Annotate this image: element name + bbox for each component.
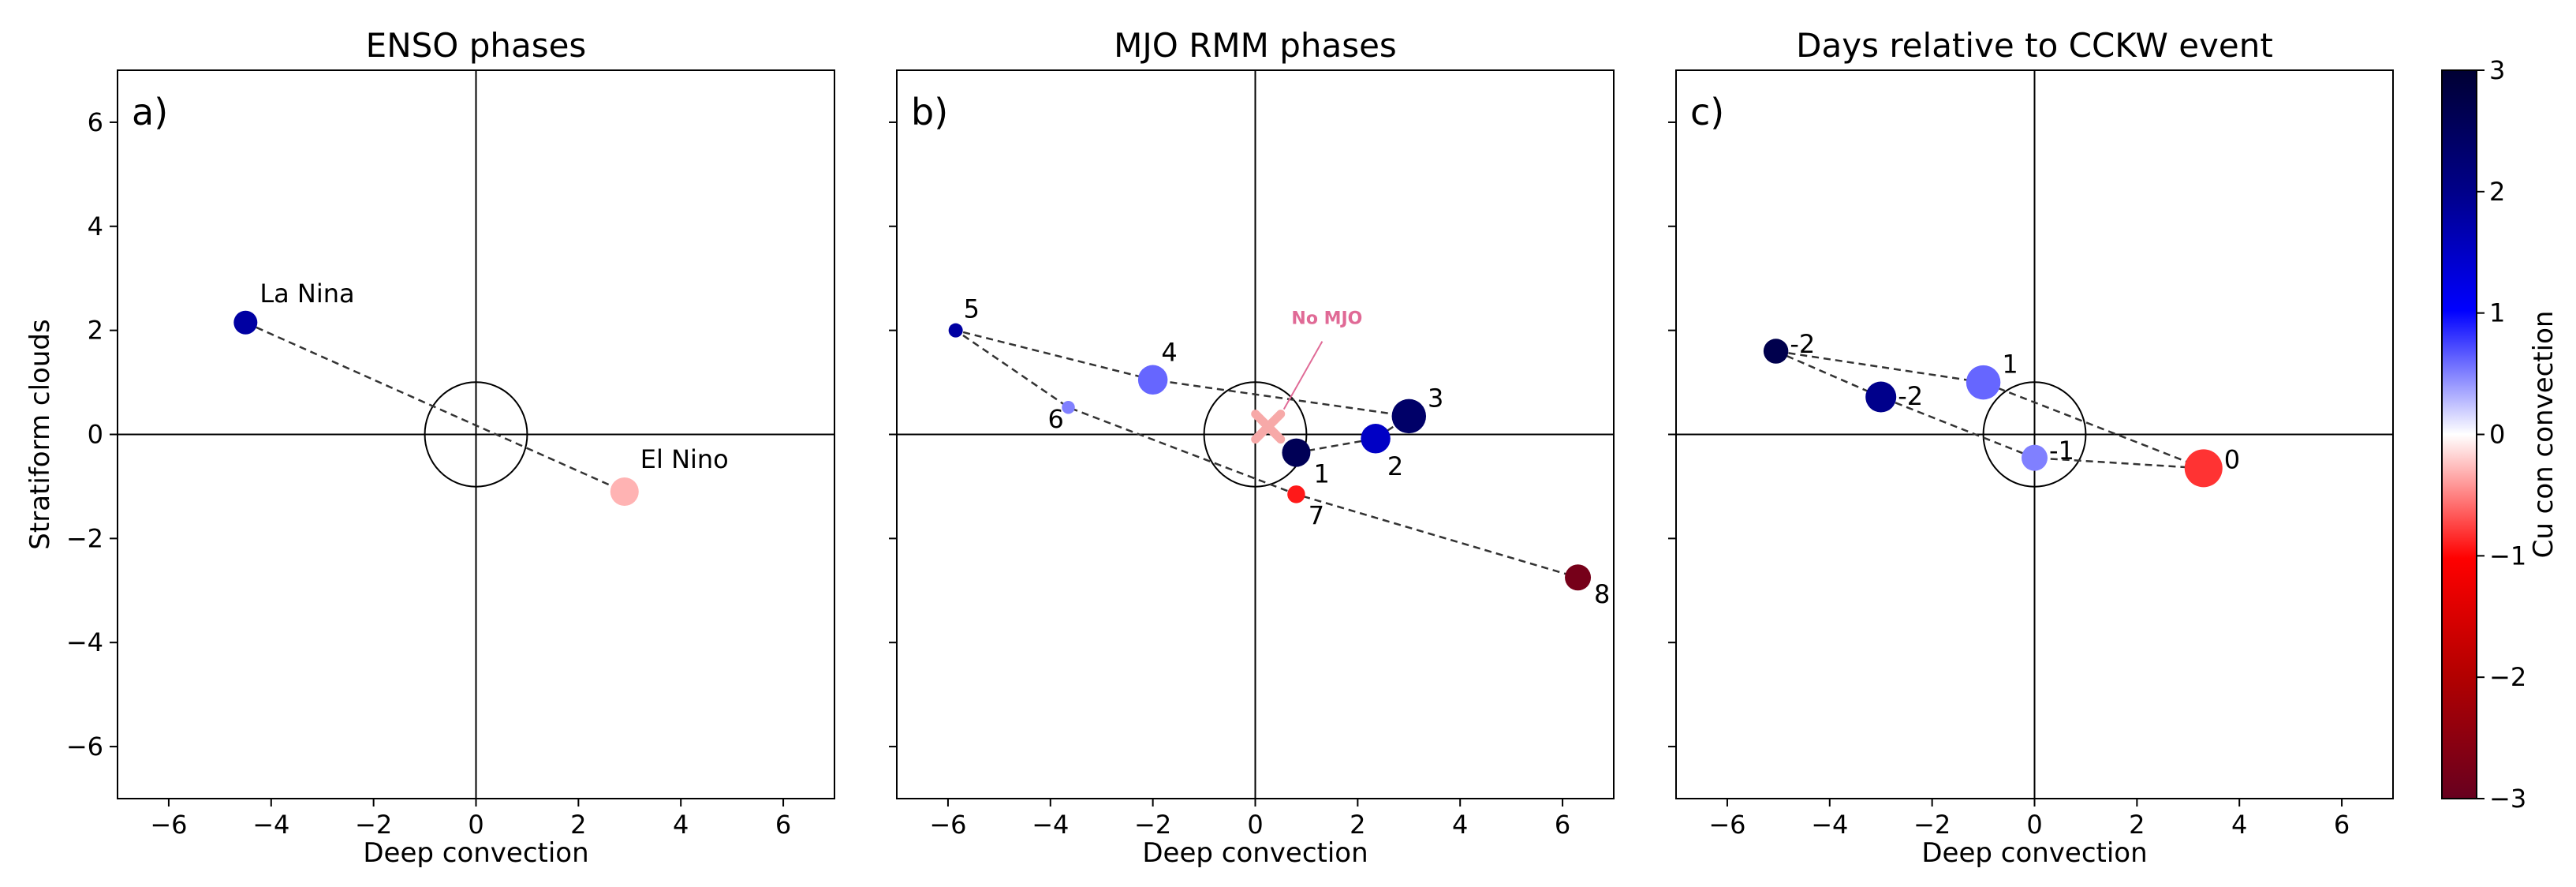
- point-8: [1565, 564, 1592, 591]
- point-label--2: -2: [1898, 381, 1923, 411]
- point-label-El Nino: El Nino: [640, 444, 729, 474]
- colorbar-gradient: [2441, 69, 2477, 799]
- point-label-6: 6: [1048, 404, 1064, 434]
- colorbar-tick-label: −1: [2489, 541, 2526, 571]
- colorbar: 3 2 1 0 −1 −2 −3 Cu con convection: [2441, 55, 2559, 814]
- colorbar-tick-label: −2: [2489, 662, 2526, 692]
- panels: −6 −4 −2 0 2 4 6 −6 −4 −2 0 2 4 6 ENSO phases a) Deep co…: [24, 26, 2394, 869]
- colorbar-tick-label: 3: [2489, 55, 2505, 85]
- point-6: [1062, 400, 1075, 414]
- x-tick-label: 4: [2231, 810, 2247, 840]
- x-tick-label: −4: [1811, 810, 1848, 840]
- annotation-arrow: [1282, 341, 1323, 410]
- x-tick-label: 6: [775, 810, 791, 840]
- connecting-path: [954, 329, 1578, 578]
- origin-circle: [1203, 381, 1308, 488]
- point-label--1: -1: [2049, 436, 2074, 466]
- y-tick-label: −2: [66, 523, 103, 553]
- point-1: [1966, 365, 2001, 400]
- panel-label: c): [1690, 91, 1724, 133]
- y-tick-label: 4: [88, 211, 103, 241]
- point-label-5: 5: [964, 294, 980, 324]
- colorbar-tick-label: 0: [2489, 420, 2505, 450]
- origin-circle: [1982, 381, 2087, 488]
- point-label--2: -2: [1790, 329, 1815, 359]
- x-tick-label: −2: [355, 810, 392, 840]
- point-label-La Nina: La Nina: [259, 279, 354, 309]
- colorbar-tick-label: −3: [2489, 784, 2526, 814]
- point-label-3: 3: [1428, 383, 1443, 413]
- x-tick-label: 0: [1247, 810, 1263, 840]
- point-4: [1137, 365, 1168, 395]
- point-label-1: 1: [2002, 350, 2018, 380]
- point-La Nina: [233, 310, 258, 335]
- x-tick-label: 4: [1452, 810, 1468, 840]
- panel-title: ENSO phases: [366, 26, 587, 65]
- colorbar-label: Cu con convection: [2528, 311, 2559, 559]
- panel-label: a): [132, 91, 168, 133]
- point--2: [1865, 381, 1897, 413]
- point-label-2: 2: [1387, 451, 1403, 481]
- point--1: [2022, 444, 2048, 471]
- panel-title: Days relative to CCKW event: [1796, 26, 2273, 65]
- point-2: [1361, 424, 1391, 454]
- point-1: [1282, 438, 1311, 467]
- colorbar-tick-label: 1: [2489, 298, 2505, 328]
- x-tick-label: −4: [252, 810, 289, 840]
- point-El Nino: [610, 477, 639, 507]
- panel-label: b): [911, 91, 948, 133]
- panel-c: −6 −4 −2 0 2 4 6 Days relative to CCKW event c) D…: [1668, 26, 2394, 869]
- x-axis-label: Deep convection: [363, 837, 588, 869]
- origin-circle: [424, 381, 528, 488]
- panel-title: MJO RMM phases: [1114, 26, 1397, 65]
- y-tick-label: 0: [88, 420, 103, 450]
- point-5: [948, 323, 963, 338]
- y-tick-label: −4: [66, 627, 103, 657]
- point-label-7: 7: [1309, 500, 1324, 530]
- point-label-4: 4: [1161, 337, 1177, 367]
- y-tick-label: 2: [88, 316, 103, 346]
- point-label-1: 1: [1313, 459, 1329, 489]
- x-tick-label: 4: [673, 810, 689, 840]
- point-7: [1287, 485, 1305, 503]
- x-tick-label: 2: [1350, 810, 1365, 840]
- panel-b: −6 −4 −2 0 2 4 6 MJO RMM phases b) Deep convectio…: [889, 26, 1615, 869]
- point-label-0: 0: [2224, 444, 2240, 474]
- x-tick-label: 2: [570, 810, 586, 840]
- x-tick-label: 6: [1555, 810, 1570, 840]
- x-tick-label: −6: [1708, 810, 1745, 840]
- x-axis-label: Deep convection: [1142, 837, 1368, 869]
- x-tick-label: 6: [2334, 810, 2350, 840]
- x-tick-label: −6: [929, 810, 966, 840]
- connecting-path: [1775, 350, 2205, 470]
- x-tick-label: 0: [468, 810, 483, 840]
- x-axis-label: Deep convection: [1921, 837, 2147, 869]
- x-tick-label: −6: [150, 810, 187, 840]
- x-tick-label: 2: [2129, 810, 2145, 840]
- point-label-8: 8: [1594, 579, 1610, 609]
- x-tick-label: −2: [1134, 810, 1171, 840]
- annotation-label: No MJO: [1291, 309, 1362, 329]
- connecting-path: [245, 321, 625, 493]
- y-axis-label: Stratiform clouds: [24, 319, 56, 549]
- point-3: [1391, 399, 1427, 434]
- point--2: [1763, 339, 1789, 364]
- x-tick-label: 0: [2026, 810, 2042, 840]
- colorbar-tick-label: 2: [2489, 177, 2505, 207]
- x-tick-label: −2: [1913, 810, 1951, 840]
- no-mjo-x-marker: [1251, 410, 1286, 444]
- x-tick-label: −4: [1032, 810, 1069, 840]
- y-tick-label: −6: [66, 732, 103, 762]
- panel-a: −6 −4 −2 0 2 4 6 −6 −4 −2 0 2 4 6 ENSO phases a) Deep co…: [24, 26, 835, 869]
- point-0: [2184, 449, 2223, 488]
- y-tick-label: 6: [88, 107, 103, 137]
